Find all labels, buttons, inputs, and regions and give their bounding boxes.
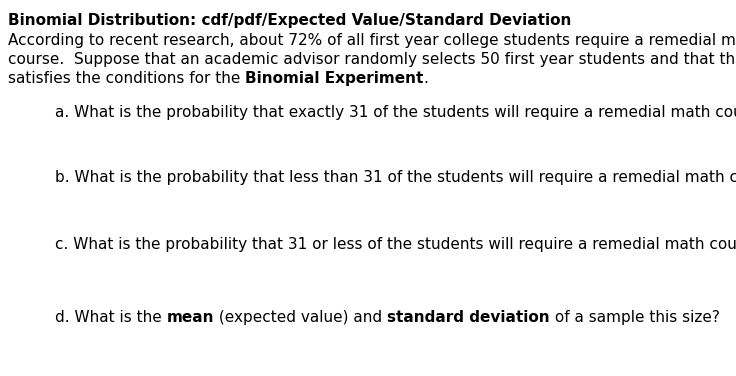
Text: course.  Suppose that an academic advisor randomly selects 50 first year student: course. Suppose that an academic advisor…: [8, 52, 736, 67]
Text: c. What is the probability that 31 or less of the students will require a remedi: c. What is the probability that 31 or le…: [55, 237, 736, 252]
Text: (expected value) and: (expected value) and: [214, 310, 387, 325]
Text: .: .: [424, 71, 428, 86]
Text: b. What is the probability that less than 31 of the students will require a reme: b. What is the probability that less tha…: [55, 170, 736, 185]
Text: standard deviation: standard deviation: [387, 310, 550, 325]
Text: mean: mean: [166, 310, 214, 325]
Text: of a sample this size?: of a sample this size?: [550, 310, 720, 325]
Text: satisfies the conditions for the: satisfies the conditions for the: [8, 71, 245, 86]
Text: According to recent research, about 72% of all first year college students requi: According to recent research, about 72% …: [8, 33, 736, 48]
Text: Binomial Distribution: cdf/pdf/Expected Value/Standard Deviation: Binomial Distribution: cdf/pdf/Expected …: [8, 13, 571, 28]
Text: d. What is the: d. What is the: [55, 310, 166, 325]
Text: a. What is the probability that exactly 31 of the students will require a remedi: a. What is the probability that exactly …: [55, 105, 736, 120]
Text: Binomial Experiment: Binomial Experiment: [245, 71, 424, 86]
